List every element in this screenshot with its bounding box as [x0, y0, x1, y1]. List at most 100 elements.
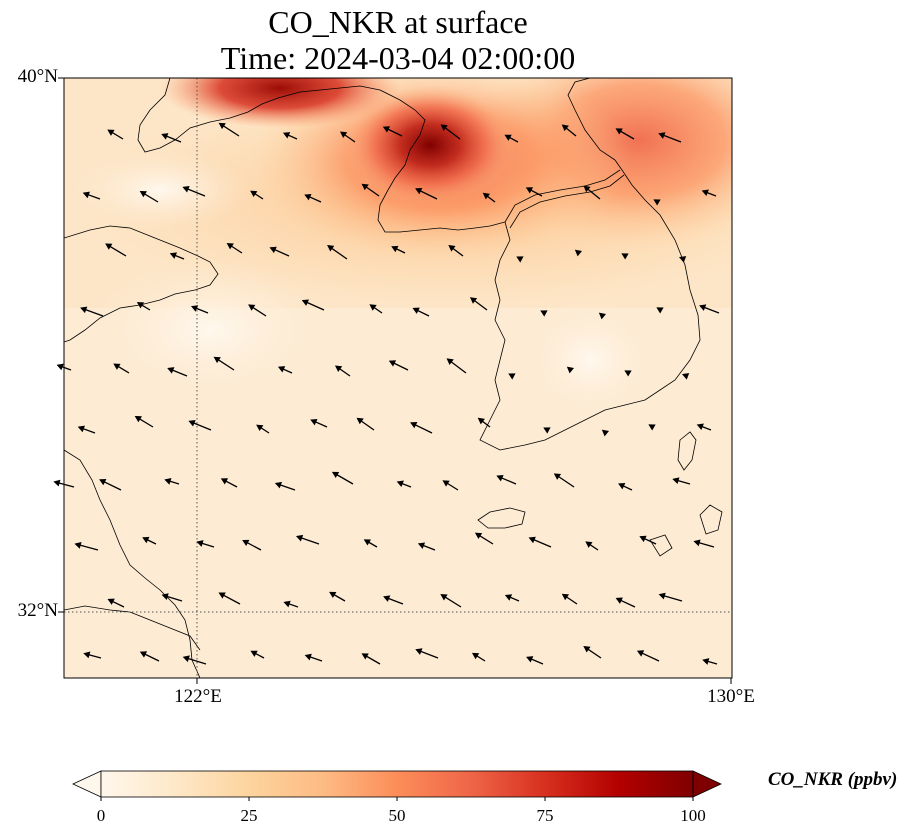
wind-arrow-head — [99, 478, 107, 486]
wind-arrow-head — [440, 124, 448, 131]
wind-arrow-head — [574, 249, 583, 257]
wind-arrow-head — [504, 134, 512, 141]
wind-arrow-head — [363, 539, 371, 546]
wind-arrow-head — [139, 651, 148, 658]
lon-label-122e: 122°E — [174, 686, 222, 707]
colorbar-extend-max — [692, 770, 722, 798]
wind-arrow-head — [702, 658, 710, 665]
wind-arrow-head — [482, 192, 490, 200]
wind-arrow-head — [256, 424, 264, 432]
map-subtitle-time: Time: 2024-03-04 02:00:00 — [220, 40, 576, 76]
wind-arrow-head — [269, 246, 277, 254]
wind-arrow-head — [410, 421, 418, 429]
wind-arrow-head — [356, 417, 364, 425]
wind-arrow-head — [301, 299, 310, 306]
wind-arrow-head — [139, 191, 147, 198]
wind-arrow-head — [525, 187, 534, 194]
wind-arrow-head — [182, 186, 190, 193]
wind-arrow-head — [80, 306, 88, 314]
wind-arrow-head — [391, 245, 399, 253]
wind-arrow-head — [598, 312, 607, 320]
wind-arrow-head — [585, 541, 593, 548]
wind-arrow-head — [164, 478, 172, 485]
wind-arrow-head — [136, 302, 145, 309]
wind-arrow-head — [282, 132, 291, 139]
wind-arrow-head — [188, 420, 196, 427]
wind-arrow-head — [621, 253, 629, 260]
colorbar-tick-50: 50 — [388, 806, 406, 825]
colorbar-gradient — [101, 771, 693, 797]
wind-arrow-head — [561, 593, 570, 601]
wind-arrow-head — [277, 366, 286, 373]
wind-arrow-head — [699, 304, 707, 311]
wind-arrow-head — [134, 416, 142, 423]
wind-arrow-head — [653, 199, 661, 206]
wind-arrow-head — [107, 129, 115, 136]
wind-arrow-head — [304, 193, 312, 201]
map-plot — [53, 77, 733, 684]
wind-arrow-head — [220, 478, 229, 485]
wind-arrow-head — [566, 366, 575, 374]
wind-arrow-head — [248, 304, 256, 311]
wind-arrow-head — [678, 256, 687, 263]
wind-arrow-head — [508, 373, 516, 380]
wind-arrow-head — [304, 653, 312, 661]
wind-arrow-head — [528, 536, 536, 544]
wind-arrow-head — [196, 540, 204, 547]
wind-arrow-head — [561, 124, 569, 132]
wind-arrow-head — [583, 185, 591, 193]
wind-arrow-head — [83, 651, 91, 659]
wind-arrow-head — [504, 594, 513, 601]
coastlines — [64, 78, 723, 678]
wind-arrow-head — [658, 132, 666, 139]
wind-arrow-head — [526, 656, 534, 663]
wind-arrow-head — [415, 648, 423, 655]
wind-arrow-head — [388, 360, 397, 367]
wind-arrow-head — [672, 477, 680, 485]
wind-arrow-head — [474, 532, 483, 540]
co-concentration-field — [64, 78, 732, 678]
wind-arrow-head — [446, 358, 454, 365]
wind-arrow-head — [142, 536, 150, 544]
wind-arrow-head — [601, 429, 610, 437]
wind-arrow-head — [167, 367, 175, 374]
wind-arrow-head — [213, 356, 221, 364]
wind-arrow-head — [161, 133, 169, 140]
wind-arrow-head — [681, 373, 690, 380]
wind-arrow-head — [440, 594, 448, 601]
wind-arrow-head — [310, 418, 318, 426]
wind-arrow-head — [74, 541, 82, 549]
wind-arrow-head — [361, 183, 369, 191]
wind-arrow-head — [369, 304, 377, 311]
wind-arrow-head — [701, 189, 709, 197]
wind-arrow-head — [543, 427, 551, 434]
lat-label-40n: 40°N — [17, 66, 58, 87]
wind-arrow-head — [469, 297, 478, 304]
wind-arrow-head — [448, 244, 456, 252]
wind-arrow-head — [471, 652, 480, 660]
wind-vectors — [53, 122, 720, 665]
wind-arrow-head — [658, 592, 666, 600]
wind-arrow-head — [274, 481, 282, 489]
colorbar — [72, 770, 722, 801]
wind-arrow-head — [415, 187, 423, 195]
lon-label-130e: 130°E — [707, 686, 755, 707]
gridlines — [64, 78, 732, 678]
map-title: CO_NKR at surface — [268, 4, 528, 40]
wind-arrow-head — [615, 597, 623, 604]
lat-label-32n: 32°N — [17, 600, 58, 621]
wind-arrow-head — [182, 655, 190, 663]
wind-arrow-head — [396, 480, 404, 488]
wind-arrow-head — [615, 128, 623, 135]
wind-arrow-head — [295, 534, 304, 542]
wind-arrow-head — [327, 245, 335, 252]
wind-arrow-head — [636, 650, 645, 657]
wind-arrow-head — [442, 480, 450, 487]
colorbar-tick-0: 0 — [96, 806, 106, 825]
map-frame — [63, 77, 733, 679]
wind-arrow-head — [553, 473, 562, 480]
wind-arrow-head — [696, 423, 704, 431]
wind-arrow-head — [618, 483, 626, 490]
wind-arrow-head — [639, 535, 647, 543]
wind-arrow-head — [477, 417, 485, 425]
